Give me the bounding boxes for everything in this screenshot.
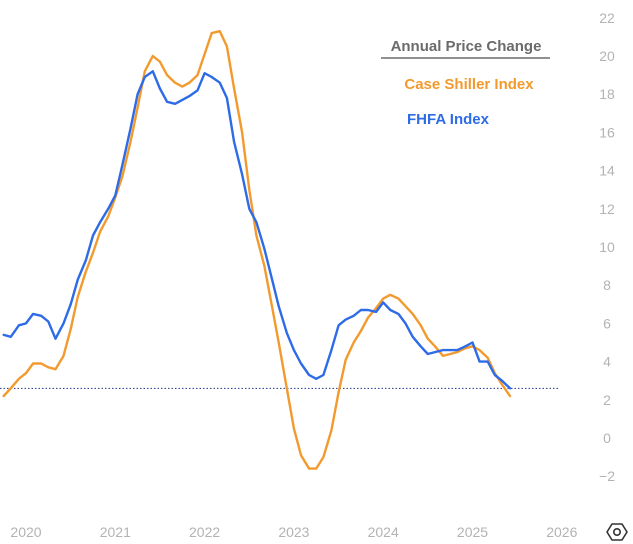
y-tick-label: 16 — [599, 124, 615, 140]
x-tick-label: 2021 — [100, 524, 131, 540]
x-tick-label: 2020 — [10, 524, 41, 540]
x-tick-label: 2022 — [189, 524, 220, 540]
legend-title: Annual Price Change — [391, 38, 542, 55]
legend: Annual Price Change Case Shiller Index F… — [381, 38, 550, 128]
y-tick-label: 0 — [603, 430, 611, 446]
y-tick-label: 14 — [599, 163, 615, 179]
y-tick-label: 10 — [599, 239, 615, 255]
y-axis-ticks: −2 0 2 4 6 8 10 12 14 16 18 20 22 — [599, 10, 615, 484]
x-tick-label: 2023 — [278, 524, 309, 540]
legend-entry-case-shiller: Case Shiller Index — [404, 76, 534, 93]
y-tick-label: 18 — [599, 86, 615, 102]
settings-icon — [606, 523, 628, 541]
x-tick-label: 2025 — [457, 524, 488, 540]
y-tick-label: 20 — [599, 48, 615, 64]
y-tick-label: −2 — [599, 468, 615, 484]
y-tick-label: 2 — [603, 392, 611, 408]
legend-entry-fhfa: FHFA Index — [407, 111, 490, 128]
x-axis-ticks: 2020 2021 2022 2023 2024 2025 2026 — [10, 524, 577, 540]
series-layer — [2, 30, 512, 470]
settings-button[interactable] — [606, 522, 628, 542]
y-tick-label: 8 — [603, 277, 611, 293]
y-tick-label: 22 — [599, 10, 615, 26]
y-tick-label: 12 — [599, 201, 615, 217]
x-tick-label: 2024 — [368, 524, 399, 540]
x-tick-label: 2026 — [546, 524, 577, 540]
series-line-fhfa — [2, 70, 512, 390]
y-tick-label: 4 — [603, 354, 611, 370]
series-line-case-shiller — [2, 30, 512, 470]
y-tick-label: 6 — [603, 315, 611, 331]
